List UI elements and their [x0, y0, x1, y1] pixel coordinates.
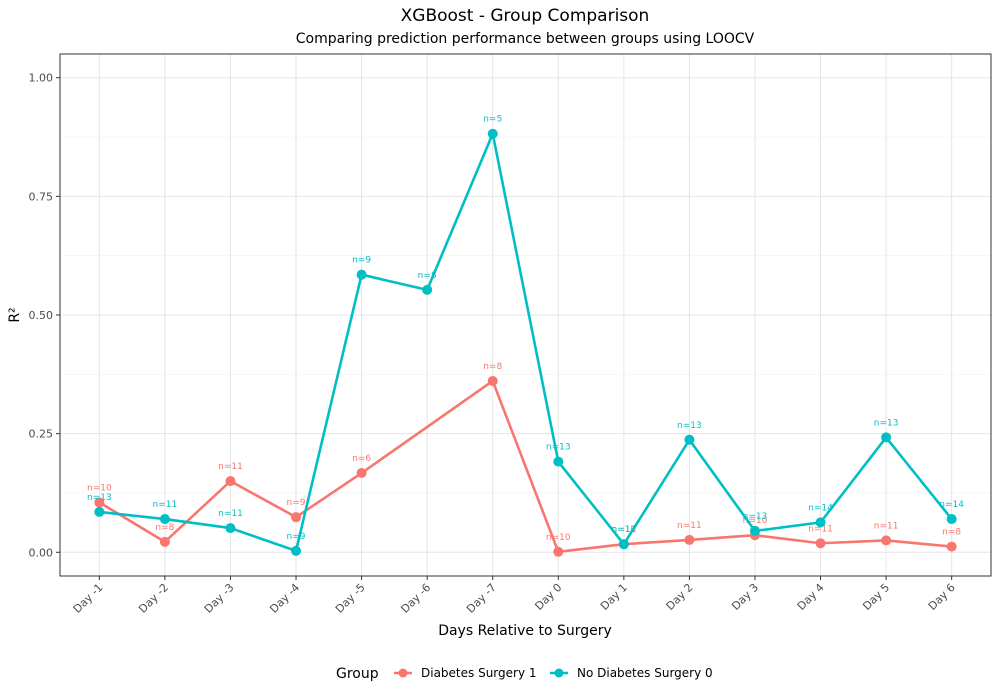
data-point: [356, 468, 367, 479]
legend-key-point: [398, 668, 408, 678]
data-point: [815, 517, 826, 528]
data-label: n=13: [743, 512, 768, 522]
legend-item: No Diabetes Surgery 0: [550, 666, 713, 680]
x-tick-label: Day -1: [71, 581, 106, 616]
data-point: [618, 539, 629, 550]
data-label: n=11: [677, 521, 702, 531]
series-line: [99, 132, 953, 553]
series-1: n=10 n=8 n=11 n=9 n=6 n=8 n=10 n=10 n=11 n=10 n=11…: [87, 362, 961, 557]
plot-panel: [59, 53, 992, 577]
data-label: n=12: [611, 525, 636, 535]
data-point: [881, 432, 892, 443]
x-tick-label: Day -4: [267, 581, 302, 616]
data-label: n=13: [87, 493, 112, 503]
data-label: n=11: [808, 524, 833, 534]
y-tick-label: 0.25: [29, 428, 54, 441]
data-point: [422, 284, 433, 295]
data-label: n=11: [874, 521, 899, 531]
data-label: n=13: [677, 421, 702, 431]
data-label: n=13: [546, 443, 571, 453]
data-point: [946, 541, 957, 552]
legend: Group Diabetes Surgery 1 No Diabetes Surge…: [336, 666, 713, 682]
data-label: n=10: [546, 533, 571, 543]
data-point: [291, 512, 302, 523]
y-axis-title: R²: [7, 307, 23, 322]
legend-title: Group: [336, 666, 379, 682]
chart-subtitle: Comparing prediction performance between…: [296, 31, 755, 47]
data-label: n=11: [153, 500, 178, 510]
data-point: [225, 523, 236, 534]
data-point: [487, 375, 498, 386]
x-tick-label: Day 0: [532, 581, 564, 613]
data-point: [487, 128, 498, 139]
legend-item: Diabetes Surgery 1: [394, 666, 537, 680]
x-tick-label: Day 4: [795, 581, 827, 613]
legend-label: No Diabetes Surgery 0: [577, 666, 713, 680]
series-2: n=13 n=11 n=11 n=9 n=9 n=8 n=5 n=13 n=12 n=13 n=13…: [87, 115, 964, 556]
x-tick-label: Day 5: [860, 581, 892, 613]
data-point: [881, 535, 892, 546]
data-point: [225, 476, 236, 487]
x-axis-title: Days Relative to Surgery: [438, 623, 612, 639]
data-label: n=11: [218, 462, 243, 472]
data-label: n=9: [287, 532, 306, 542]
data-label: n=14: [939, 500, 964, 510]
x-tick-label: Day 2: [664, 581, 696, 613]
data-label: n=5: [483, 115, 502, 125]
data-label: n=8: [418, 271, 437, 281]
data-label: n=6: [352, 454, 371, 464]
data-label: n=8: [942, 528, 961, 538]
y-tick-label: 0.75: [29, 190, 54, 203]
data-point: [94, 506, 105, 517]
data-point: [94, 497, 105, 508]
x-tick-label: Day -3: [202, 581, 237, 616]
data-point: [815, 538, 826, 549]
data-label: n=9: [287, 498, 306, 508]
data-point: [553, 456, 564, 467]
data-label: n=11: [218, 509, 243, 519]
data-label: n=8: [483, 362, 502, 372]
data-point: [684, 434, 695, 445]
data-point: [749, 525, 760, 536]
x-tick-label: Day 3: [729, 581, 761, 613]
chart-title: XGBoost - Group Comparison: [401, 6, 650, 26]
data-point: [159, 536, 170, 547]
y-axis: 0.00 0.25 0.50 0.75 1.00: [29, 72, 60, 559]
legend-key-point: [554, 668, 564, 678]
x-tick-label: Day -7: [464, 581, 499, 616]
y-tick-label: 0.50: [29, 309, 54, 322]
data-label: n=10: [87, 483, 112, 493]
data-label: n=8: [155, 523, 174, 533]
data-label: n=10: [611, 525, 636, 535]
data-point: [553, 546, 564, 557]
x-tick-label: Day -6: [398, 581, 433, 616]
x-tick-label: Day -2: [136, 581, 171, 616]
data-label: n=9: [352, 256, 371, 266]
x-axis: Day -1 Day -2 Day -3 Day -4 Day -5 Day -6 Day …: [71, 576, 958, 616]
data-point: [291, 545, 302, 556]
legend-label: Diabetes Surgery 1: [421, 666, 537, 680]
data-point: [159, 514, 170, 525]
series-layer: n=10 n=8 n=11 n=9 n=6 n=8 n=10 n=10 n=11 n=10 n=11…: [87, 115, 964, 557]
data-label: n=14: [808, 503, 833, 513]
data-point: [684, 534, 695, 545]
x-tick-label: Day 1: [598, 581, 630, 613]
x-tick-label: Day -5: [333, 581, 368, 616]
data-label: n=10: [743, 516, 768, 526]
y-tick-label: 1.00: [29, 72, 54, 85]
data-label: n=13: [874, 418, 899, 428]
data-point: [356, 269, 367, 280]
data-point: [946, 514, 957, 525]
x-tick-label: Day 6: [926, 581, 958, 613]
y-tick-label: 0.00: [29, 546, 54, 559]
